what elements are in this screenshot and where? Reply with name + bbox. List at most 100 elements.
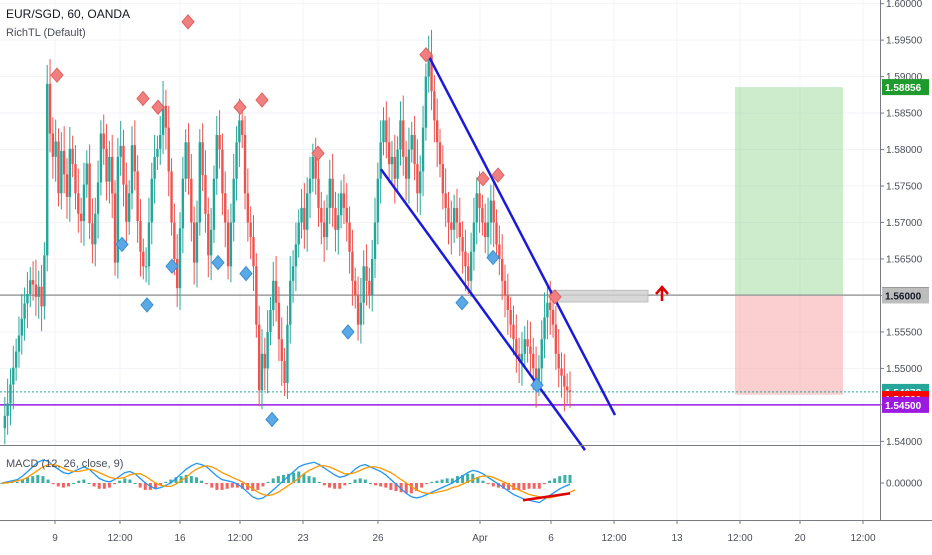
candle-body: [447, 207, 450, 223]
macd-histogram-bar: [102, 483, 106, 489]
candle-body: [201, 142, 204, 176]
candle-body: [57, 141, 60, 194]
candle-body: [14, 351, 18, 368]
candle-body: [85, 163, 88, 185]
candle-body: [43, 255, 46, 307]
candle-body: [382, 120, 385, 143]
candle-body: [568, 390, 572, 392]
candle-body: [495, 222, 498, 245]
macd-histogram-bar: [200, 480, 204, 483]
candle-body: [221, 149, 224, 194]
macd-histogram-bar: [67, 483, 71, 487]
candle-body: [478, 193, 481, 208]
price-label-text: 1.54500: [885, 401, 922, 412]
macd-line: [1, 459, 571, 504]
macd-histogram-bar: [241, 483, 245, 489]
candle-body: [62, 151, 66, 175]
macd-histogram-bar: [527, 483, 531, 489]
candle-body: [520, 353, 524, 362]
candle-body: [269, 310, 272, 332]
channel-trendline: [426, 54, 617, 416]
macd-histogram-bar: [138, 483, 142, 488]
candle-body: [68, 148, 72, 197]
macd-histogram-bar: [496, 483, 500, 488]
candle-body: [102, 133, 105, 149]
candle-body: [472, 222, 476, 252]
macd-histogram-bar: [327, 483, 331, 488]
macd-histogram-bar: [235, 483, 239, 488]
macd-histogram-bar: [210, 483, 214, 488]
macd-histogram-bar: [363, 479, 367, 483]
macd-histogram-bar: [374, 483, 378, 486]
macd-histogram-bar: [302, 473, 306, 483]
candle-body: [130, 145, 134, 194]
macd-histogram-bar: [46, 479, 50, 483]
macd-histogram-bar: [51, 483, 55, 485]
candle-body: [6, 403, 9, 416]
candle-body: [560, 368, 563, 376]
macd-histogram-bar: [471, 473, 475, 483]
pivot-high-diamond: [476, 170, 490, 187]
macd-histogram-bar: [215, 483, 219, 490]
candle-body: [475, 193, 478, 223]
macd-histogram-bar: [261, 483, 265, 487]
candle-body: [362, 266, 365, 303]
pivot-low-diamond: [341, 324, 355, 340]
candle-body: [551, 310, 555, 325]
macd-histogram-bar: [133, 483, 137, 484]
candle-body: [170, 171, 173, 223]
macd-histogram-bar: [501, 483, 505, 489]
macd-histogram-bar: [107, 483, 111, 488]
candle-body: [413, 134, 416, 165]
candle-body: [190, 178, 193, 223]
macd-histogram-bar: [440, 479, 444, 483]
pivot-low-diamond: [165, 258, 179, 275]
candle-body: [17, 335, 21, 352]
candle-body: [317, 178, 320, 208]
channel-trendline: [379, 168, 587, 451]
macd-histogram-bar: [143, 483, 147, 490]
candle-body: [458, 222, 461, 238]
candle-body: [438, 142, 442, 165]
x-tick-label: 12:00: [601, 533, 626, 544]
pivot-low-diamond: [265, 411, 279, 428]
y-tick-label: 1.58000: [886, 145, 923, 156]
macd-histogram-bar: [414, 483, 418, 492]
candle-body: [328, 178, 332, 208]
macd-histogram-bar: [246, 483, 250, 490]
macd-histogram-bar: [174, 477, 178, 483]
macd-label: MACD (12, 26, close, 9): [6, 458, 124, 470]
macd-histogram-bar: [348, 483, 352, 484]
candle-body: [416, 164, 419, 194]
candle-body: [105, 148, 108, 182]
candle-body: [178, 228, 182, 289]
macd-histogram-bar: [476, 477, 480, 483]
pivot-high-diamond: [181, 14, 195, 30]
macd-histogram-bar: [532, 483, 536, 489]
candle-body: [136, 171, 139, 222]
y-tick-label: 1.55000: [886, 364, 923, 375]
pivot-low-diamond: [115, 236, 129, 253]
candle-body: [82, 184, 86, 222]
macd-histogram-bar: [72, 483, 76, 484]
candle-body: [31, 280, 35, 285]
macd-histogram-bar: [553, 478, 557, 483]
pivot-low-diamond: [530, 377, 544, 393]
pivot-low-diamond: [211, 254, 225, 271]
candle-body: [322, 222, 326, 238]
y-tick-label: 1.59500: [886, 36, 923, 47]
macd-histogram-bar: [189, 476, 193, 483]
macd-histogram-bar: [450, 478, 454, 483]
candle-body: [311, 156, 315, 179]
loss-zone: [735, 295, 843, 395]
candle-body: [184, 142, 187, 179]
price-label-box: [882, 287, 929, 304]
candle-body: [515, 339, 518, 354]
candle-body: [492, 200, 495, 223]
x-tick-label: 12:00: [227, 533, 252, 544]
price-label-box: [882, 396, 929, 413]
candle-body: [263, 353, 267, 369]
candle-body: [503, 280, 507, 296]
candle-body: [506, 295, 510, 311]
macd-histogram-bar: [491, 483, 495, 487]
